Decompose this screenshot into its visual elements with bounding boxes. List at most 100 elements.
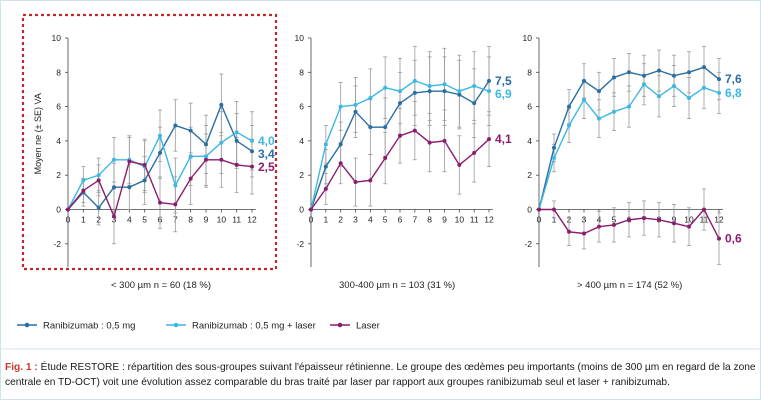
data-point <box>173 202 178 207</box>
data-point <box>173 183 178 188</box>
x-tick-label: 4 <box>368 215 373 225</box>
data-point <box>442 82 447 87</box>
data-point <box>66 207 70 212</box>
data-point <box>158 133 162 138</box>
data-point <box>383 125 388 130</box>
data-point <box>627 104 631 109</box>
data-point <box>582 97 586 102</box>
caption-label: Fig. 1 : <box>5 362 38 373</box>
data-point <box>427 89 432 94</box>
data-point <box>457 89 462 94</box>
x-tick-label: 1 <box>552 215 557 225</box>
y-tick-label: 4 <box>299 136 304 146</box>
series-end-label: 4,0 <box>258 134 275 148</box>
data-point <box>81 188 86 193</box>
x-tick-label: 2 <box>338 215 343 225</box>
data-point <box>234 138 239 143</box>
data-point <box>427 84 432 89</box>
data-point <box>158 200 162 205</box>
data-point <box>204 142 208 147</box>
x-tick-label: 7 <box>412 215 417 225</box>
data-point <box>597 89 601 94</box>
series-end-label: 7,5 <box>495 74 512 88</box>
data-point <box>427 140 432 145</box>
data-point <box>612 222 616 227</box>
data-point <box>567 229 571 234</box>
data-point <box>398 101 402 106</box>
data-point <box>472 101 477 106</box>
series-end-label: 6,8 <box>725 86 742 100</box>
x-tick-label: 8 <box>188 215 193 225</box>
data-point <box>472 150 477 155</box>
legend-swatch-marker <box>173 322 179 328</box>
data-point <box>81 178 86 183</box>
data-point <box>368 178 373 183</box>
y-tick-label: -2 <box>524 239 532 249</box>
x-tick-label: 3 <box>353 215 358 225</box>
data-point <box>338 161 343 166</box>
data-point <box>368 96 373 101</box>
data-point <box>717 236 721 241</box>
data-point <box>250 164 254 169</box>
x-tick-label: 12 <box>247 215 257 225</box>
y-tick-label: 2 <box>299 170 304 180</box>
data-point <box>219 140 224 145</box>
y-tick-label: 2 <box>56 170 61 180</box>
data-point <box>353 109 358 114</box>
data-point <box>687 70 691 75</box>
data-point <box>158 150 162 155</box>
data-point <box>323 164 328 169</box>
y-tick-label: 6 <box>56 102 61 112</box>
data-point <box>627 217 631 222</box>
data-point <box>353 180 358 185</box>
x-tick-label: 5 <box>383 215 388 225</box>
series-end-label: 7,6 <box>725 72 742 86</box>
data-point <box>412 90 417 95</box>
x-tick-label: 5 <box>142 215 147 225</box>
data-point <box>383 156 388 161</box>
panel-subtitle: 300-400 µm n = 103 (31 %) <box>339 280 455 291</box>
data-point <box>717 90 721 95</box>
chart-canvas: -202468100123456789101112Moyen ne (± SE)… <box>1 13 761 350</box>
data-point <box>398 89 402 94</box>
data-point <box>702 85 706 90</box>
legend-item: Ranibizumab : 0,5 mg <box>17 321 135 332</box>
data-point <box>219 102 224 107</box>
data-point <box>702 65 706 70</box>
legend-label: Ranibizumab : 0,5 mg <box>43 321 135 332</box>
data-point <box>642 73 646 78</box>
data-point <box>368 125 373 130</box>
y-tick-label: 8 <box>56 67 61 77</box>
x-tick-label: 9 <box>442 215 447 225</box>
panel-subtitle: < 300 µm n = 60 (18 %) <box>111 280 211 291</box>
data-point <box>142 162 147 167</box>
x-tick-label: 10 <box>455 215 465 225</box>
y-tick-label: 10 <box>523 33 533 43</box>
data-point <box>552 207 556 212</box>
y-tick-label: 10 <box>52 33 62 43</box>
data-point <box>323 142 328 147</box>
legend-label: Laser <box>356 321 380 332</box>
figure-caption: Fig. 1 : Étude RESTORE : répartition des… <box>5 360 757 390</box>
x-tick-label: 0 <box>309 215 314 225</box>
data-point <box>612 75 616 80</box>
data-point <box>567 104 571 109</box>
legend-label: Ranibizumab : 0,5 mg + laser <box>192 321 316 332</box>
data-point <box>487 89 491 94</box>
panel-subtitle: > 400 µm n = 174 (52 %) <box>577 280 682 291</box>
highlight-box <box>21 13 278 271</box>
x-tick-label: 1 <box>323 215 328 225</box>
data-point <box>582 231 586 236</box>
data-point <box>219 157 224 162</box>
data-point <box>672 73 676 78</box>
legend-item: Laser <box>330 321 380 332</box>
data-point <box>188 154 193 159</box>
y-tick-label: -2 <box>296 239 304 249</box>
data-point <box>353 102 358 107</box>
data-point <box>472 84 477 89</box>
series-end-label: 2,5 <box>258 160 275 174</box>
legend-item: Ranibizumab : 0,5 mg + laser <box>166 321 316 332</box>
data-point <box>457 92 462 97</box>
data-point <box>204 154 208 159</box>
